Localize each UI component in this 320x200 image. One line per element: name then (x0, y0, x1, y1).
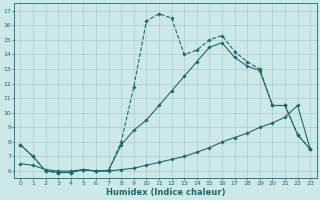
X-axis label: Humidex (Indice chaleur): Humidex (Indice chaleur) (106, 188, 225, 197)
